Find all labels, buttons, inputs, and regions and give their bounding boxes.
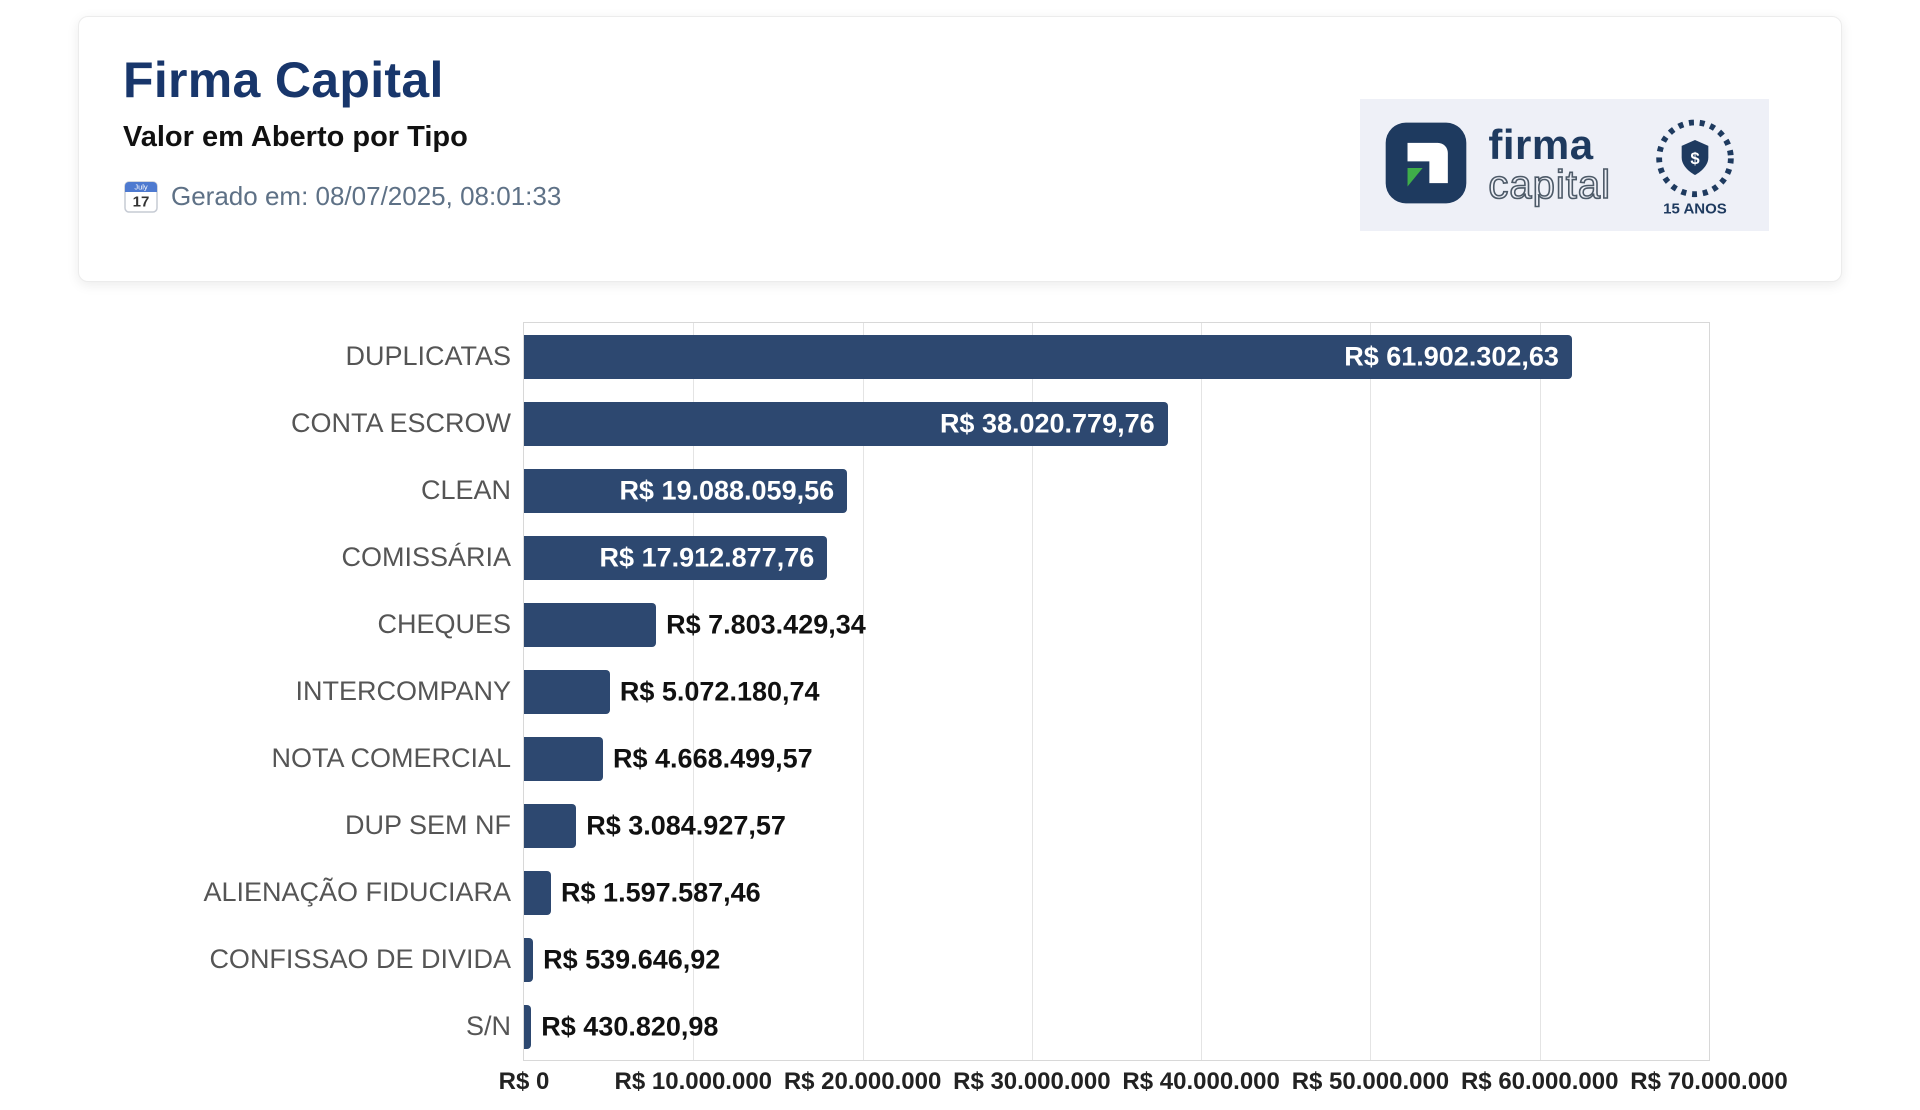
- anniversary-badge-icon: $ 15 ANOS: [1645, 113, 1745, 217]
- logo-panel: firma capital $ 15 ANOS: [1360, 99, 1769, 231]
- plot-area: R$ 61.902.302,63 R$ 38.020.779,76 R$ 19.08…: [499, 322, 1788, 1095]
- header-card: Firma Capital Valor em Aberto por Tipo J…: [78, 16, 1842, 282]
- category-label: INTERCOMPANY: [295, 676, 511, 706]
- bar: [524, 870, 552, 915]
- firma-capital-logo-icon: [1384, 121, 1468, 210]
- category-label: DUP SEM NF: [344, 810, 511, 840]
- category-label: ALIENAÇÃO FIDUCIARA: [203, 877, 511, 907]
- y-axis-labels: DUPLICATAS CONTA ESCROW CLEAN COMISSÁRIA CHE…: [88, 322, 523, 1060]
- gridline: [1539, 323, 1541, 1060]
- bar-row: R$ 539.646,92: [524, 926, 1709, 993]
- gridline: [693, 323, 695, 1060]
- x-tick-label: R$ 60.000.000: [1460, 1068, 1619, 1095]
- logo-brand-top: firma: [1488, 121, 1594, 169]
- gridline: [862, 323, 864, 1060]
- bar-row: R$ 4.668.499,57: [524, 725, 1709, 792]
- value-label: R$ 430.820,98: [541, 1011, 719, 1041]
- calendar-icon: July 17: [123, 178, 159, 214]
- bar-row: R$ 17.912.877,76: [524, 524, 1709, 591]
- bar-row: R$ 7.803.429,34: [524, 591, 1709, 658]
- bar: R$ 38.020.779,76: [524, 401, 1168, 446]
- calendar-month-label: July: [134, 183, 148, 192]
- bar: R$ 19.088.059,56: [524, 468, 848, 513]
- value-label: R$ 539.646,92: [543, 944, 721, 974]
- bar: [524, 602, 657, 647]
- value-label: R$ 7.803.429,34: [666, 609, 866, 639]
- category-label: CONFISSAO DE DIVIDA: [209, 944, 511, 974]
- value-label: R$ 1.597.587,46: [561, 877, 761, 907]
- logo-wordmark: firma capital: [1488, 121, 1611, 207]
- badge-years-label: 15 ANOS: [1663, 200, 1727, 217]
- category-label: CONTA ESCROW: [290, 408, 511, 438]
- chart: DUPLICATAS CONTA ESCROW CLEAN COMISSÁRIA CHE…: [88, 322, 1920, 1095]
- value-label: R$ 4.668.499,57: [613, 743, 813, 773]
- x-tick-label: R$ 20.000.000: [783, 1068, 942, 1095]
- x-tick-label: R$ 10.000.000: [614, 1068, 773, 1095]
- logo-brand-bottom: capital: [1488, 162, 1611, 207]
- bar-rows: R$ 61.902.302,63 R$ 38.020.779,76 R$ 19.08…: [524, 323, 1709, 1060]
- bar-row: R$ 3.084.927,57: [524, 792, 1709, 859]
- generated-line: July 17 Gerado em: 08/07/2025, 08:01:33: [123, 178, 561, 214]
- category-label: NOTA COMERCIAL: [271, 743, 511, 773]
- value-label: R$ 17.912.877,76: [599, 542, 815, 572]
- category-label: COMISSÁRIA: [341, 542, 511, 572]
- category-label: S/N: [465, 1011, 511, 1041]
- value-label: R$ 5.072.180,74: [619, 676, 820, 706]
- x-tick-label: R$ 30.000.000: [953, 1068, 1111, 1095]
- header-text-block: Firma Capital Valor em Aberto por Tipo J…: [123, 51, 561, 214]
- category-label: DUPLICATAS: [345, 341, 511, 371]
- bar-row: R$ 19.088.059,56: [524, 457, 1709, 524]
- gridline: [1031, 323, 1033, 1060]
- bar: [524, 1004, 532, 1049]
- bar: [524, 803, 577, 848]
- x-tick-label: R$ 0: [498, 1068, 550, 1095]
- chart-subtitle: Valor em Aberto por Tipo: [123, 121, 468, 153]
- calendar-day-label: 17: [133, 194, 150, 211]
- bar-row: R$ 61.902.302,63: [524, 323, 1709, 390]
- gridline: [1370, 323, 1372, 1060]
- gridline: [1201, 323, 1203, 1060]
- value-label: R$ 61.902.302,63: [1344, 341, 1559, 371]
- bar-row: R$ 38.020.779,76: [524, 390, 1709, 457]
- x-axis-labels: R$ 0 R$ 10.000.000 R$ 20.000.000 R$ 30.000.…: [499, 1068, 1788, 1110]
- x-tick-label: R$ 50.000.000: [1291, 1068, 1450, 1095]
- bar-row: R$ 5.072.180,74: [524, 658, 1709, 725]
- value-label: R$ 19.088.059,56: [619, 475, 835, 505]
- page-title: Firma Capital: [123, 52, 444, 108]
- value-label: R$ 3.084.927,57: [586, 810, 786, 840]
- category-label: CHEQUES: [377, 609, 511, 639]
- generated-text: Gerado em: 08/07/2025, 08:01:33: [171, 180, 562, 211]
- badge-dollar-label: $: [1690, 149, 1700, 168]
- bar-row: R$ 1.597.587,46: [524, 859, 1709, 926]
- bar: [524, 736, 604, 781]
- bar-row: R$ 430.820,98: [524, 993, 1709, 1060]
- x-tick-label: R$ 40.000.000: [1122, 1068, 1280, 1095]
- category-label: CLEAN: [420, 475, 511, 505]
- bar: R$ 17.912.877,76: [524, 535, 828, 580]
- x-tick-label: R$ 70.000.000: [1630, 1068, 1788, 1095]
- value-label: R$ 38.020.779,76: [939, 408, 1155, 438]
- bar: R$ 61.902.302,63: [524, 334, 1572, 379]
- bar: [524, 669, 610, 714]
- bar: [524, 937, 534, 982]
